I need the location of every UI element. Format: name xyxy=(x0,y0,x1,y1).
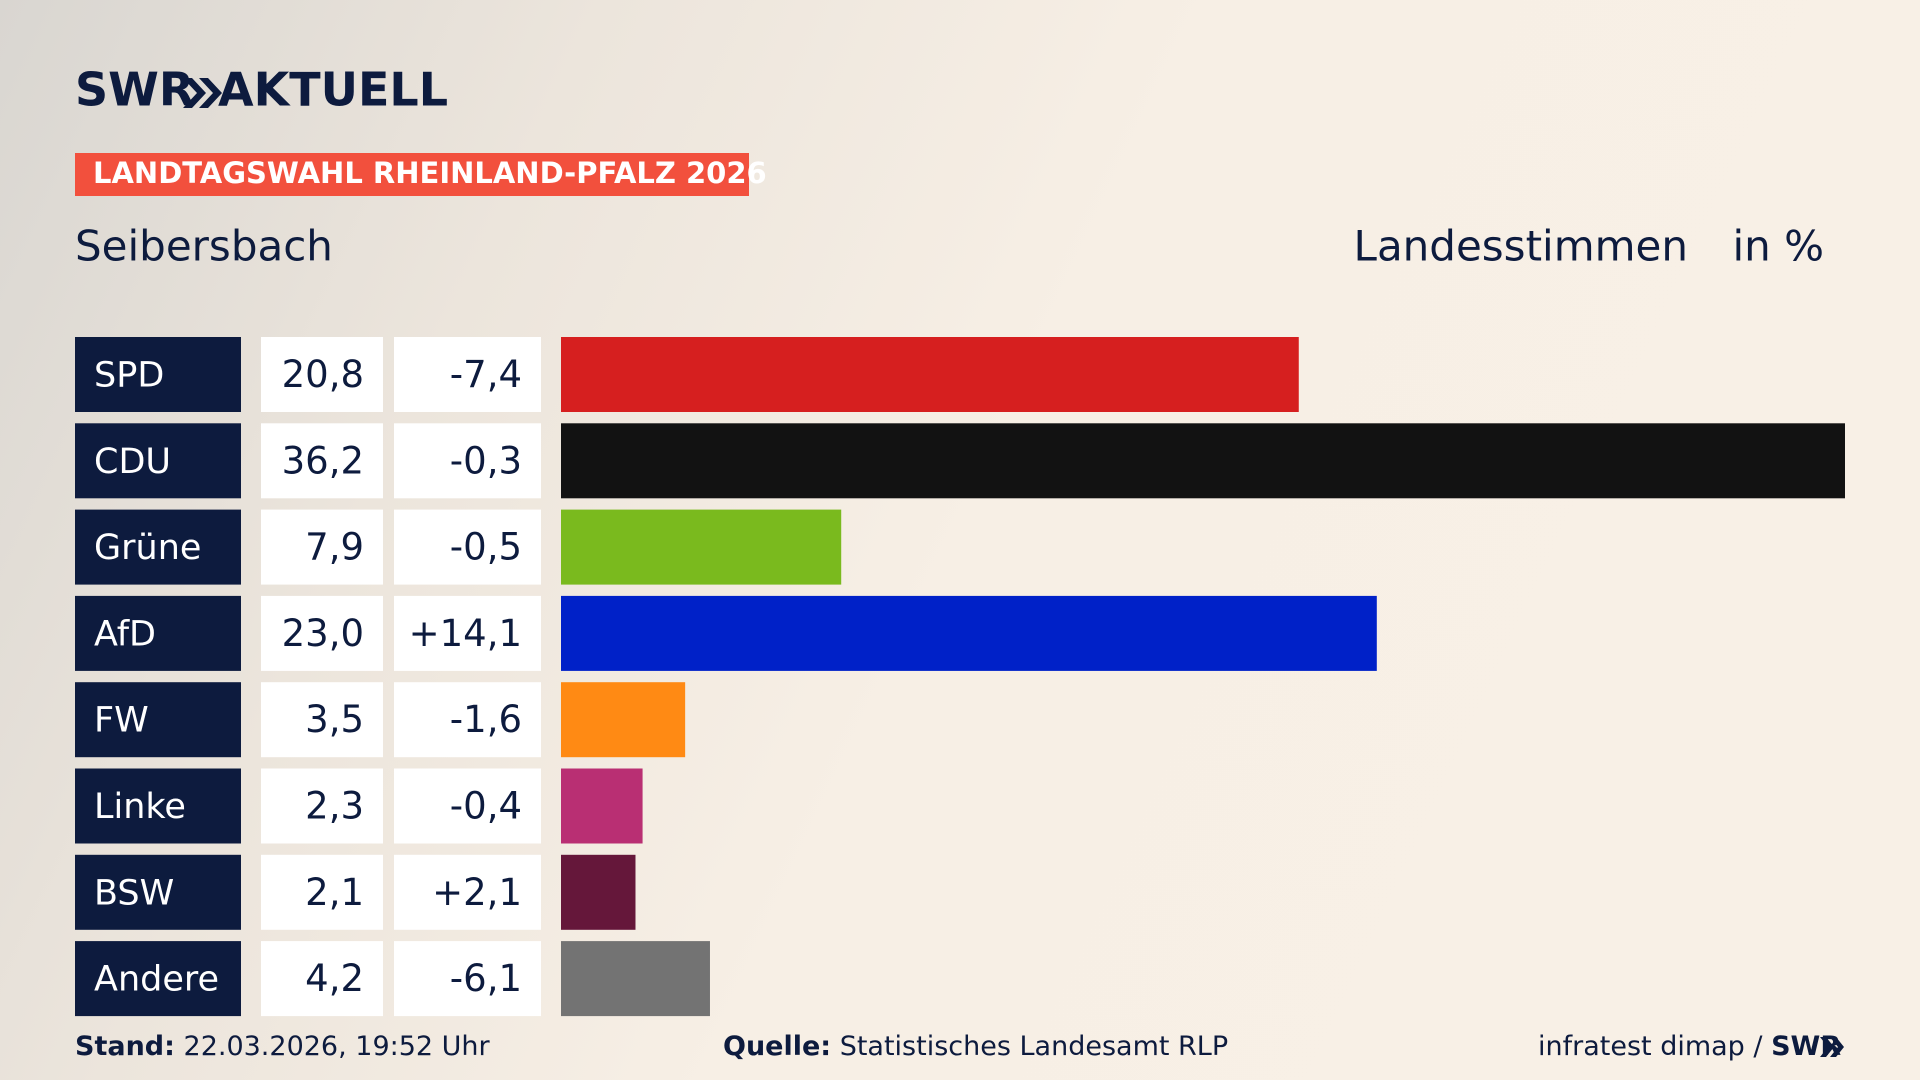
party-label: AfD xyxy=(94,614,156,654)
change-label: -0,5 xyxy=(450,526,522,569)
bar xyxy=(561,768,643,844)
value-box xyxy=(261,768,383,844)
change-label: -1,6 xyxy=(450,698,522,741)
footer-source: Quelle: Statistisches Landesamt RLP xyxy=(723,1031,1228,1062)
value-label: 7,9 xyxy=(305,526,364,569)
party-label: BSW xyxy=(94,873,174,913)
change-label: -6,1 xyxy=(450,957,522,1000)
bar xyxy=(561,595,1377,671)
party-box xyxy=(75,768,241,844)
party-box xyxy=(75,595,241,671)
change-label: +14,1 xyxy=(409,612,522,655)
footer-credit: infratest dimap / SWR xyxy=(1538,1031,1841,1062)
change-label: -0,4 xyxy=(450,785,522,828)
bar xyxy=(561,509,842,585)
stand: 22.03.2026, 19:52 Uhr xyxy=(184,1031,491,1062)
value-box xyxy=(261,423,383,499)
brand-chevrons xyxy=(183,78,222,108)
value-label: 20,8 xyxy=(282,353,364,396)
value-label: 23,0 xyxy=(282,612,364,655)
stand-label: Stand: xyxy=(75,1031,175,1062)
party-box xyxy=(75,941,241,1017)
change-box xyxy=(394,595,541,671)
bar xyxy=(561,854,636,930)
party-box xyxy=(75,423,241,499)
brand: SWR xyxy=(75,63,194,117)
tag: LANDTAGSWAHL RHEINLAND-PFALZ 2026 xyxy=(93,156,767,190)
change-label: -7,4 xyxy=(450,353,522,396)
party-box xyxy=(75,509,241,585)
party-label: Grüne xyxy=(94,528,201,568)
bar xyxy=(561,423,1845,499)
value-box xyxy=(261,682,383,758)
credit-chevrons xyxy=(1820,1037,1844,1057)
party-box xyxy=(75,337,241,412)
party-label: Andere xyxy=(94,960,219,1000)
change-box xyxy=(394,509,541,585)
credit: infratest dimap / xyxy=(1538,1031,1763,1062)
change-box xyxy=(394,768,541,844)
value-box xyxy=(261,337,383,412)
party-label: FW xyxy=(94,701,149,741)
source-label: Quelle: xyxy=(723,1031,831,1062)
change-label: +2,1 xyxy=(432,871,522,914)
party-box xyxy=(75,682,241,758)
change-box xyxy=(394,423,541,499)
value-box xyxy=(261,941,383,1017)
value-label: 4,2 xyxy=(305,957,364,1000)
value-label: 2,3 xyxy=(305,785,364,828)
change-box xyxy=(394,941,541,1017)
value-label: 3,5 xyxy=(305,698,364,741)
product: AKTUELL xyxy=(218,63,448,117)
tag-box xyxy=(75,153,749,196)
value-label: 2,1 xyxy=(305,871,364,914)
value-box xyxy=(261,509,383,585)
value-box xyxy=(261,595,383,671)
party-label: Linke xyxy=(94,787,186,827)
source: Statistisches Landesamt RLP xyxy=(840,1031,1228,1062)
bar xyxy=(561,941,710,1017)
bar xyxy=(561,337,1299,412)
change-box xyxy=(394,854,541,930)
unit: in % xyxy=(1732,222,1824,271)
measure: Landesstimmen xyxy=(1354,222,1688,271)
value-label: 36,2 xyxy=(282,439,364,482)
chart-title: Seibersbach xyxy=(75,222,333,271)
change-label: -0,3 xyxy=(450,439,522,482)
party-label: CDU xyxy=(94,442,171,482)
change-box xyxy=(394,337,541,412)
bar xyxy=(561,682,686,758)
footer-stand: Stand: 22.03.2026, 19:52 Uhr xyxy=(75,1031,491,1062)
value-box xyxy=(261,854,383,930)
change-box xyxy=(394,682,541,758)
party-label: SPD xyxy=(94,356,164,396)
party-box xyxy=(75,854,241,930)
